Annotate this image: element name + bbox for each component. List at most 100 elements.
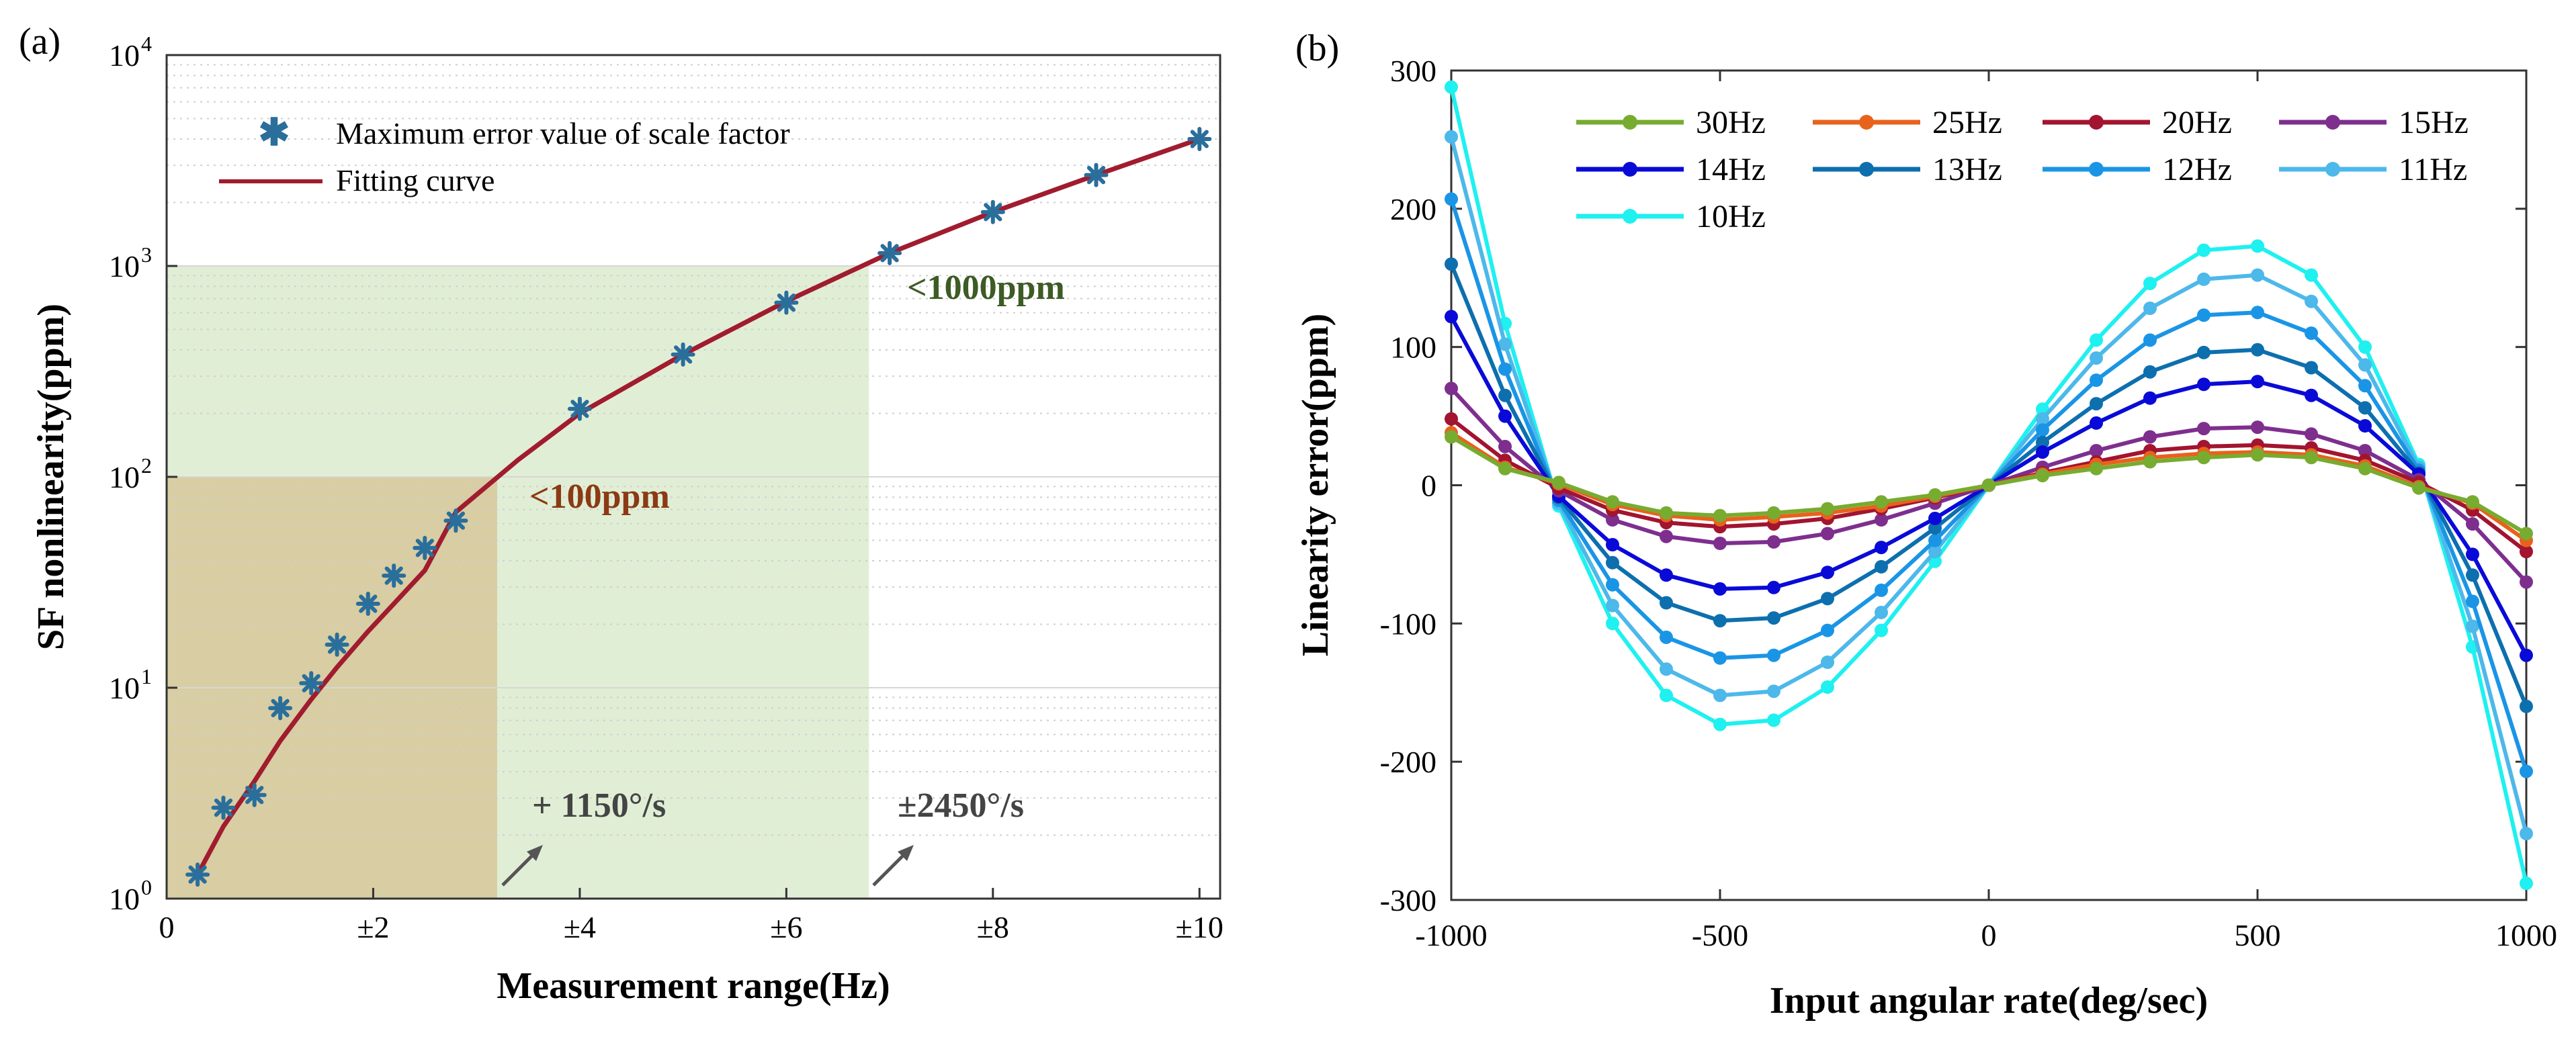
legend-entry-14Hz: 14Hz xyxy=(1576,152,1766,187)
series-point xyxy=(1875,541,1888,555)
legend-entry-15Hz: 15Hz xyxy=(2279,105,2468,140)
series-point xyxy=(2466,517,2479,531)
data-point-stroke xyxy=(214,798,233,817)
data-point-stroke xyxy=(673,345,693,364)
data-point-stroke xyxy=(570,400,589,418)
data-point xyxy=(1084,163,1109,187)
series-point xyxy=(2036,445,2049,459)
y-tick-exponent: 1 xyxy=(141,664,152,688)
series-point xyxy=(1606,617,1619,631)
data-point xyxy=(671,342,695,367)
series-point xyxy=(1445,192,1458,206)
y-tick-label: 10 xyxy=(109,671,140,705)
series-point xyxy=(1767,648,1780,662)
data-point-stroke xyxy=(777,293,796,312)
x-tick-labels-b: -1000 -500 0 500 1000 xyxy=(1415,918,2557,952)
series-point xyxy=(2251,268,2264,282)
x-tick-label: ±10 xyxy=(1176,910,1223,944)
series-point xyxy=(1767,713,1780,727)
x-tick-labels: 0 ±2 ±4 ±6 ±8 ±10 xyxy=(159,910,1223,944)
series-point xyxy=(1821,680,1834,694)
series-point xyxy=(1606,598,1619,613)
series-point xyxy=(1498,439,1512,453)
shaded-regions xyxy=(167,266,869,899)
series-point xyxy=(1606,513,1619,527)
series-point xyxy=(1821,592,1834,606)
legend-entry-10Hz: 10Hz xyxy=(1576,199,1766,234)
series-point xyxy=(2305,268,2318,282)
data-point xyxy=(774,290,799,315)
data-point-stroke xyxy=(271,698,290,718)
y-tick-labels-b: -300 -200 -100 0 100 200 300 xyxy=(1380,54,1436,917)
y-tick-label: 10 xyxy=(109,38,140,73)
series-point xyxy=(2305,294,2318,308)
series-point xyxy=(1445,412,1458,426)
series-point xyxy=(2358,461,2372,476)
series-point xyxy=(1445,130,1458,144)
legend-b: 30Hz 25Hz 20Hz 15Hz 14Hz 13Hz 12Hz 11Hz 10Hz xyxy=(1576,105,2468,234)
axis-ticks xyxy=(165,54,1201,900)
data-point-stroke xyxy=(359,594,378,613)
series-point xyxy=(2305,361,2318,375)
series-point xyxy=(2251,306,2264,320)
series-point xyxy=(2520,876,2533,891)
data-point xyxy=(299,671,324,696)
series-point xyxy=(2090,444,2103,457)
series-point xyxy=(1821,527,1834,541)
series-point xyxy=(1498,388,1512,402)
series-point xyxy=(2358,379,2372,393)
series-point xyxy=(1713,614,1727,628)
legend-entry-20Hz: 20Hz xyxy=(2043,105,2232,140)
data-point xyxy=(382,563,406,588)
series-point xyxy=(1660,688,1673,703)
legend-entry-11Hz: 11Hz xyxy=(2279,152,2467,187)
series-point xyxy=(2305,427,2318,441)
series-point xyxy=(1713,688,1727,703)
series-point xyxy=(2466,619,2479,633)
series-point xyxy=(1660,596,1673,610)
legend-marker-icon xyxy=(2089,162,2104,177)
legend-label: 20Hz xyxy=(2162,105,2232,140)
panel-a-label: (a) xyxy=(19,21,60,62)
arrow-1150 xyxy=(501,845,543,887)
series-point xyxy=(1767,535,1780,549)
series-point xyxy=(1821,655,1834,669)
series-point xyxy=(1767,506,1780,520)
data-point xyxy=(980,199,1005,224)
series-30Hz xyxy=(1445,430,2533,541)
series-point xyxy=(2358,358,2372,372)
series-point xyxy=(1606,578,1619,592)
legend-marker-icon xyxy=(1623,162,1637,177)
series-point xyxy=(1660,630,1673,644)
series-point xyxy=(1928,533,1942,547)
series-point xyxy=(2466,495,2479,509)
axis-ticks-b xyxy=(1450,69,2528,901)
series-point xyxy=(2197,422,2210,436)
series-point xyxy=(2305,388,2318,402)
data-point-stroke xyxy=(446,511,466,530)
series-point xyxy=(1928,511,1942,525)
series-point xyxy=(2251,420,2264,435)
series-point xyxy=(2520,648,2533,662)
legend-a: ✱ Maximum error value of scale factor Fi… xyxy=(219,112,790,197)
data-point-stroke xyxy=(302,674,320,692)
series-point xyxy=(1767,580,1780,594)
arrow-2450 xyxy=(872,845,914,887)
legend-marker-icon xyxy=(1623,115,1637,130)
series-point xyxy=(2251,448,2264,462)
series-point xyxy=(1875,495,1888,509)
data-point-stroke xyxy=(245,786,264,805)
series-point xyxy=(1660,506,1673,520)
series-point xyxy=(2358,419,2372,433)
series-point xyxy=(1767,611,1780,625)
series-point xyxy=(2143,391,2157,405)
annotation-2450: ±2450°/s xyxy=(898,786,1024,825)
data-point xyxy=(268,696,293,721)
series-point xyxy=(1498,337,1512,351)
legend-label: 30Hz xyxy=(1696,105,1766,140)
series-point xyxy=(2358,401,2372,415)
legend-entry-13Hz: 13Hz xyxy=(1813,152,2002,187)
